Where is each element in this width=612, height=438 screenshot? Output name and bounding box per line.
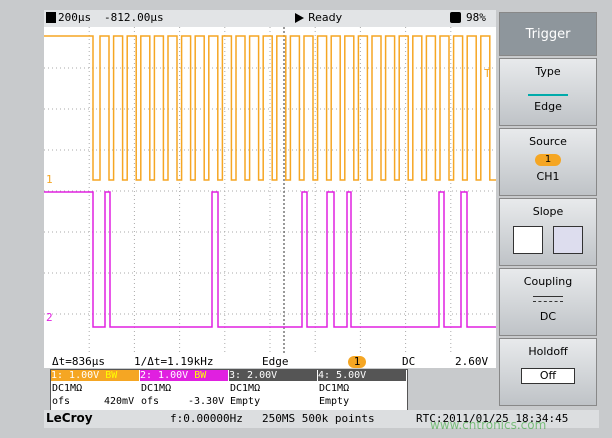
- holdoff-label: Holdoff: [528, 345, 568, 358]
- dc-icon: [533, 296, 563, 302]
- delta-t: Δt=836µs: [52, 355, 105, 368]
- ch1-offset: 420mV: [104, 396, 135, 407]
- trigger-coupling: DC: [402, 355, 416, 368]
- brand: LeCroy: [46, 411, 93, 425]
- measure-bar: [44, 355, 496, 368]
- rising-icon[interactable]: [513, 226, 543, 254]
- holdoff-button[interactable]: Holdoff Off: [499, 338, 597, 406]
- rtc: RTC:2011/01/25 18:34:45: [416, 412, 569, 425]
- ch3-scale: 3: 2.00V: [229, 370, 317, 381]
- type-button[interactable]: Type Edge: [499, 58, 597, 126]
- battery-icon: [450, 12, 461, 23]
- ch2-scale-text: 2: 1.00V: [140, 370, 189, 381]
- source-button[interactable]: Source 1 CH1: [499, 128, 597, 196]
- slope-label: Slope: [532, 205, 564, 218]
- source-value: CH1: [536, 170, 560, 183]
- coupling-button[interactable]: Coupling DC: [499, 268, 597, 336]
- type-value: Edge: [534, 100, 562, 113]
- ch1-coupling: DC1MΩ: [52, 383, 83, 394]
- slope-button[interactable]: Slope: [499, 198, 597, 266]
- ch2-bw: BW: [194, 370, 207, 381]
- watermark: www.cntronics.com: [430, 418, 547, 432]
- holdoff-value: Off: [521, 368, 575, 384]
- trigger-type: Edge: [262, 355, 289, 368]
- footer-bar: [44, 410, 599, 428]
- source-label: Source: [529, 135, 567, 148]
- status-bar: [44, 10, 496, 27]
- source-badge: 1: [535, 154, 561, 166]
- coupling-value: DC: [539, 310, 557, 323]
- ch2-marker: 2: [46, 311, 53, 324]
- ch3-coupling: DC1MΩ: [230, 383, 261, 394]
- ch1-scale: 1: 1.00V BW: [51, 370, 139, 381]
- graticule: [44, 27, 496, 355]
- acq-state: Ready: [308, 11, 343, 24]
- frequency: f:0.00000Hz: [170, 412, 243, 425]
- ch2-coupling: DC1MΩ: [141, 383, 172, 394]
- ch2-scale: 2: 1.00V BW: [140, 370, 228, 381]
- ch2-trace: [44, 191, 496, 328]
- ch1-marker: 1: [46, 173, 53, 186]
- ch4-status: Empty: [319, 396, 350, 407]
- trigger-level: 2.60V: [455, 355, 489, 368]
- zoom-icon: [46, 12, 56, 23]
- timebase: 200µs: [58, 11, 92, 24]
- inv-delta-t: 1/Δt=1.19kHz: [134, 355, 214, 368]
- trigger-marker: T: [484, 67, 491, 80]
- delay: -812.00µs: [104, 11, 164, 24]
- menu-title: Trigger: [499, 12, 597, 56]
- ch1-trace: [44, 35, 496, 181]
- ch1-ofs-label: ofs: [52, 396, 71, 407]
- ch2-ofs-label: ofs: [141, 396, 160, 407]
- ch4-scale: 4: 5.00V: [318, 370, 406, 381]
- acquisition: 250MS 500k points: [262, 412, 375, 425]
- run-icon: [295, 13, 304, 23]
- ch1-scale-text: 1: 1.00V: [51, 370, 100, 381]
- coupling-label: Coupling: [523, 275, 573, 288]
- trigger-source: 1: [348, 356, 366, 368]
- battery: 98%: [466, 11, 486, 24]
- grid: [44, 27, 496, 355]
- ch2-offset: -3.30V: [188, 396, 225, 407]
- ch3-status: Empty: [230, 396, 261, 407]
- ch4-coupling: DC1MΩ: [319, 383, 350, 394]
- edge-icon: [528, 84, 568, 96]
- ch1-bw: BW: [105, 370, 118, 381]
- falling-icon[interactable]: [553, 226, 583, 254]
- type-label: Type: [535, 65, 561, 78]
